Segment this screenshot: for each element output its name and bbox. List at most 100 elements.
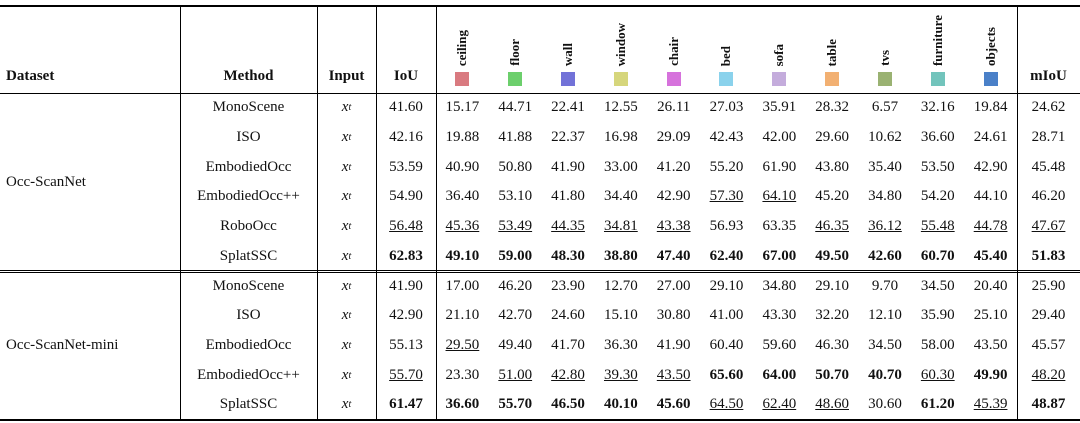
class-value: 35.90	[920, 307, 955, 324]
iou-cell: 62.83	[389, 247, 423, 264]
iou-cell: 54.90	[389, 188, 423, 205]
class-value: 36.60	[445, 396, 480, 413]
class-name: objects	[982, 27, 998, 66]
class-value: 41.90	[656, 336, 691, 353]
class-swatch	[772, 72, 787, 86]
class-swatch	[719, 72, 734, 86]
class-value: 43.30	[762, 307, 797, 324]
class-value: 41.90	[551, 158, 585, 175]
miou-cell: 25.90	[1031, 277, 1066, 294]
class-value: 42.80	[551, 366, 585, 383]
class-value: 26.11	[657, 99, 691, 116]
class-value: 44.78	[973, 218, 1008, 235]
class-value: 61.20	[920, 396, 955, 413]
class-value: 64.00	[762, 366, 797, 383]
class-value: 22.37	[551, 129, 585, 146]
miou-cell: 48.87	[1031, 396, 1066, 413]
class-name: window	[612, 22, 628, 66]
class-value: 34.50	[868, 336, 902, 353]
class-header: window	[594, 8, 647, 86]
class-value: 46.35	[815, 218, 849, 235]
class-value: 49.40	[498, 336, 533, 353]
class-value: 34.80	[762, 277, 797, 294]
class-swatch	[613, 72, 628, 86]
class-value: 36.30	[603, 336, 638, 353]
class-value: 27.03	[709, 99, 744, 116]
class-value: 21.10	[445, 307, 480, 324]
input-sub: t	[348, 339, 352, 351]
class-swatch	[666, 72, 681, 86]
class-value: 43.38	[656, 218, 691, 235]
dataset-header: Dataset	[6, 67, 55, 84]
class-value: 45.40	[973, 247, 1008, 264]
class-value: 34.81	[603, 218, 638, 235]
class-header: furniture	[911, 8, 964, 86]
miou-cell: 48.20	[1031, 366, 1066, 383]
input-sub: t	[348, 102, 352, 114]
method-cell: EmbodiedOcc++	[197, 366, 300, 383]
miou-cell: 45.48	[1031, 158, 1066, 175]
input-base: x	[341, 277, 349, 294]
class-value: 12.10	[868, 307, 902, 324]
class-value: 23.30	[445, 366, 480, 383]
miou-cell: 45.57	[1031, 336, 1066, 353]
class-value: 12.70	[603, 277, 638, 294]
class-value: 53.10	[498, 188, 533, 205]
input-base: x	[341, 188, 349, 205]
class-value: 27.00	[656, 277, 691, 294]
class-name: bed	[718, 45, 734, 66]
class-value: 44.71	[498, 99, 533, 116]
class-value: 38.80	[603, 247, 638, 264]
input-base: x	[341, 307, 349, 324]
class-value: 23.90	[551, 277, 585, 294]
dataset-cell: Occ-ScanNet	[6, 173, 86, 190]
class-value: 62.40	[762, 396, 797, 413]
class-value: 34.40	[603, 188, 638, 205]
class-value: 41.70	[551, 336, 585, 353]
column-rule	[376, 5, 377, 420]
class-value: 43.50	[973, 336, 1008, 353]
class-value: 36.12	[868, 218, 902, 235]
input-sub: t	[348, 399, 352, 411]
class-value: 28.32	[815, 99, 849, 116]
class-value: 39.30	[603, 366, 638, 383]
column-rule	[436, 5, 437, 420]
iou-header: IoU	[393, 67, 419, 84]
class-value: 19.84	[973, 99, 1008, 116]
class-value: 29.50	[445, 336, 480, 353]
class-value: 56.93	[709, 218, 744, 235]
miou-cell: 29.40	[1031, 307, 1066, 324]
class-value: 45.39	[973, 396, 1008, 413]
miou-cell: 46.20	[1031, 188, 1066, 205]
class-value: 32.16	[920, 99, 955, 116]
class-value: 49.90	[973, 366, 1008, 383]
class-value: 29.10	[709, 277, 744, 294]
class-swatch	[455, 72, 470, 86]
class-value: 63.35	[762, 218, 797, 235]
input-base: x	[341, 158, 349, 175]
class-value: 15.17	[445, 99, 480, 116]
class-value: 34.80	[868, 188, 902, 205]
class-value: 10.62	[868, 129, 902, 146]
iou-cell: 53.59	[389, 158, 423, 175]
class-value: 41.88	[498, 129, 533, 146]
input-base: x	[341, 396, 349, 413]
class-value: 50.70	[815, 366, 849, 383]
class-value: 62.40	[709, 247, 744, 264]
input-sub: t	[348, 250, 352, 262]
class-value: 15.10	[603, 307, 638, 324]
class-value: 36.40	[445, 188, 480, 205]
header-rule	[0, 93, 1080, 94]
class-value: 49.50	[815, 247, 849, 264]
class-header: chair	[647, 8, 700, 86]
class-value: 54.20	[920, 188, 955, 205]
method-cell: EmbodiedOcc++	[197, 188, 300, 205]
class-header: objects	[964, 8, 1017, 86]
group-rule	[0, 270, 1080, 272]
class-value: 25.10	[973, 307, 1008, 324]
class-name: table	[824, 38, 840, 66]
class-value: 41.20	[656, 158, 691, 175]
